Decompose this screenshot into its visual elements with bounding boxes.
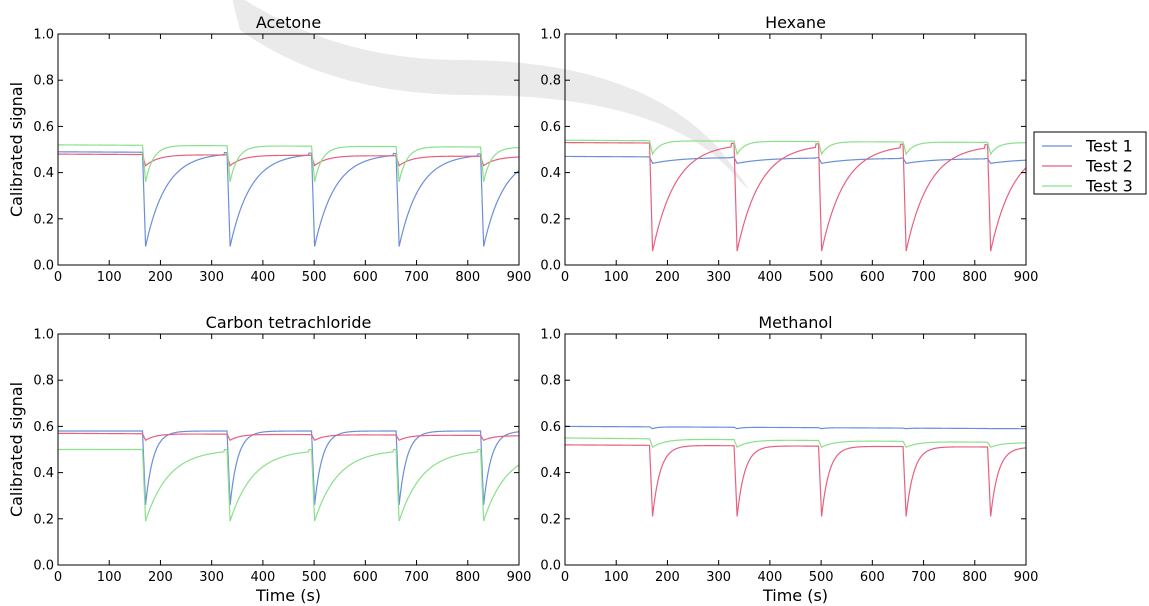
y-tick-label: 0.2 bbox=[33, 212, 54, 227]
plot-area-frame bbox=[57, 33, 520, 266]
y-tick-label: 0.0 bbox=[33, 559, 54, 574]
x-tick-label: 800 bbox=[455, 270, 480, 285]
x-tick-label: 500 bbox=[302, 570, 327, 585]
y-tick-label: 0.6 bbox=[540, 120, 561, 135]
x-tick-label: 300 bbox=[706, 570, 731, 585]
x-tick-label: 200 bbox=[655, 270, 680, 285]
y-tick-label: 0.2 bbox=[540, 212, 561, 227]
y-tick-label: 1.0 bbox=[33, 28, 54, 43]
series-line-test-3 bbox=[565, 139, 1026, 156]
x-tick-label: 200 bbox=[148, 570, 173, 585]
y-tick-label: 1.0 bbox=[33, 328, 54, 343]
y-tick-label: 0.0 bbox=[33, 259, 54, 274]
y-tick-label: 0.2 bbox=[33, 512, 54, 527]
legend-frame bbox=[1033, 131, 1147, 195]
y-tick-label: 0.6 bbox=[33, 120, 54, 135]
legend-entry-label: Test 1 bbox=[1085, 137, 1133, 156]
plot-area-frame bbox=[564, 333, 1027, 566]
y-tick-label: 0.6 bbox=[33, 420, 54, 435]
y-axis-label: Calibrated signal bbox=[7, 82, 26, 217]
chart-title: Hexane bbox=[765, 13, 826, 32]
series-line-test-1 bbox=[58, 430, 519, 506]
plot-area-frame bbox=[564, 33, 1027, 266]
x-tick-label: 200 bbox=[148, 270, 173, 285]
chart-panel: 0 100 200 300 400 500 600 700 800 900 0.0 0.2 0.4 0.6… bbox=[7, 13, 531, 285]
plot-area-frame bbox=[57, 333, 520, 566]
y-tick-label: 0.4 bbox=[540, 466, 561, 481]
x-tick-label: 500 bbox=[302, 270, 327, 285]
x-axis-label: Time (s) bbox=[255, 586, 321, 605]
y-tick-label: 0.8 bbox=[540, 74, 561, 89]
x-tick-label: 500 bbox=[809, 570, 834, 585]
series-line-test-1 bbox=[565, 155, 1026, 165]
x-tick-label: 600 bbox=[353, 270, 378, 285]
chart-title: Acetone bbox=[256, 13, 321, 32]
x-tick-label: 800 bbox=[455, 570, 480, 585]
y-tick-label: 0.8 bbox=[33, 74, 54, 89]
x-tick-label: 400 bbox=[757, 570, 782, 585]
x-tick-label: 700 bbox=[404, 570, 429, 585]
x-tick-label: 0 bbox=[54, 570, 62, 585]
x-tick-label: 100 bbox=[97, 270, 122, 285]
y-tick-label: 0.2 bbox=[540, 512, 561, 527]
y-tick-label: 1.0 bbox=[540, 328, 561, 343]
x-tick-label: 300 bbox=[199, 270, 224, 285]
y-tick-label: 0.6 bbox=[540, 420, 561, 435]
y-axis-label: Calibrated signal bbox=[7, 382, 26, 517]
series-line-test-3 bbox=[565, 437, 1026, 449]
x-tick-label: 0 bbox=[561, 270, 569, 285]
x-tick-label: 400 bbox=[250, 270, 275, 285]
x-tick-label: 900 bbox=[1014, 270, 1039, 285]
series-line-test-3 bbox=[58, 144, 519, 182]
x-tick-label: 900 bbox=[1014, 570, 1039, 585]
x-tick-label: 900 bbox=[507, 570, 532, 585]
x-tick-label: 0 bbox=[561, 570, 569, 585]
series-line-test-1 bbox=[565, 425, 1026, 430]
series-line-test-2 bbox=[565, 444, 1026, 517]
y-tick-label: 0.8 bbox=[540, 374, 561, 389]
x-tick-label: 600 bbox=[353, 570, 378, 585]
x-tick-label: 100 bbox=[604, 270, 629, 285]
y-tick-label: 0.4 bbox=[540, 166, 561, 181]
x-tick-label: 200 bbox=[655, 570, 680, 585]
y-tick-label: 0.8 bbox=[33, 374, 54, 389]
x-tick-label: 0 bbox=[54, 270, 62, 285]
x-tick-label: 800 bbox=[962, 270, 987, 285]
x-tick-label: 300 bbox=[706, 270, 731, 285]
x-tick-label: 800 bbox=[962, 570, 987, 585]
y-tick-label: 0.4 bbox=[33, 466, 54, 481]
x-tick-label: 700 bbox=[404, 270, 429, 285]
x-tick-label: 700 bbox=[911, 270, 936, 285]
series-line-test-2 bbox=[58, 432, 519, 442]
chart-panel: 0 100 200 300 400 500 600 700 800 900 0.0 0.2 0.4 0.6… bbox=[7, 313, 531, 605]
x-tick-label: 400 bbox=[757, 270, 782, 285]
x-tick-label: 600 bbox=[860, 270, 885, 285]
series-line-test-3 bbox=[58, 448, 519, 522]
x-tick-label: 600 bbox=[860, 570, 885, 585]
x-axis-label: Time (s) bbox=[762, 586, 828, 605]
x-tick-label: 500 bbox=[809, 270, 834, 285]
legend-entry-label: Test 2 bbox=[1085, 157, 1133, 176]
x-tick-label: 100 bbox=[97, 570, 122, 585]
series-line-test-1 bbox=[58, 151, 519, 247]
x-tick-label: 700 bbox=[911, 570, 936, 585]
chart-title: Carbon tetrachloride bbox=[206, 313, 372, 332]
watermark-shape bbox=[232, 0, 748, 189]
series-line-test-2 bbox=[58, 153, 519, 167]
x-tick-label: 400 bbox=[250, 570, 275, 585]
x-tick-label: 300 bbox=[199, 570, 224, 585]
y-tick-label: 0.0 bbox=[540, 559, 561, 574]
legend-entry-label: Test 3 bbox=[1085, 177, 1133, 196]
y-tick-label: 1.0 bbox=[540, 28, 561, 43]
y-tick-label: 0.4 bbox=[33, 166, 54, 181]
series-line-test-2 bbox=[565, 141, 1026, 252]
x-tick-label: 900 bbox=[507, 270, 532, 285]
chart-title: Methanol bbox=[758, 313, 832, 332]
x-tick-label: 100 bbox=[604, 570, 629, 585]
chart-panel: 0 100 200 300 400 500 600 700 800 900 0.0 0.2 0.4 0.6… bbox=[540, 313, 1038, 605]
chart-panel: 0 100 200 300 400 500 600 700 800 900 0.0 0.2 0.4 0.6… bbox=[540, 13, 1038, 285]
y-tick-label: 0.0 bbox=[540, 259, 561, 274]
